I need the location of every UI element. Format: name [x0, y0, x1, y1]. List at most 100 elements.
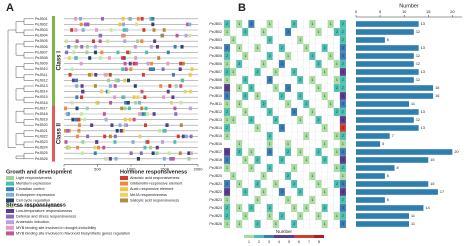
motif [129, 67, 133, 71]
motif [114, 157, 118, 161]
heatmap-cell [291, 147, 298, 157]
motif [181, 61, 185, 66]
cell-value: 1 [305, 206, 307, 210]
motif [105, 157, 109, 161]
bar [356, 37, 385, 43]
cell-value: 1 [232, 38, 234, 42]
motif [166, 50, 170, 55]
bar-value: 13 [421, 70, 425, 74]
heatmap-cell [236, 187, 243, 197]
bar [356, 181, 429, 187]
heatmap-cell [230, 75, 237, 85]
heatmap-cell [321, 59, 328, 69]
gene-label: PeJB19 [35, 118, 48, 122]
heatmap-cell [291, 43, 298, 53]
scale-swatch [284, 235, 294, 238]
heatmap-cell [272, 59, 279, 69]
heatmap-cell [327, 115, 334, 125]
legend-label: Light responsiveness [16, 176, 52, 180]
heatmap-cell [272, 131, 279, 141]
heatmap-cell [266, 99, 273, 109]
motif [188, 22, 192, 27]
motif [113, 95, 117, 99]
heatmap-cell [236, 171, 243, 181]
bar [356, 61, 414, 67]
heatmap-cell [278, 19, 286, 29]
motif [118, 22, 122, 27]
heatmap-cell [254, 75, 261, 85]
heatmap-cell [266, 115, 273, 125]
heatmap-cell [291, 187, 298, 197]
heatmap-cell [321, 19, 328, 29]
gene-label: PeJB01 [209, 22, 222, 26]
cell-value: 2 [299, 78, 301, 82]
cell-value: 1 [263, 62, 265, 66]
heatmap-cell [242, 123, 249, 133]
gene-label: PeJB17 [35, 106, 48, 110]
bar-value: 15 [430, 182, 434, 186]
gene-label: PeJB08 [35, 56, 48, 60]
motif [143, 145, 147, 150]
heatmap-cell [327, 203, 334, 213]
cell-value: 5 [226, 150, 228, 154]
legend-swatch [6, 209, 14, 213]
heatmap-cell [254, 35, 261, 45]
cell-value: 2 [269, 206, 271, 210]
gene-label: PeJB05 [209, 54, 222, 58]
bar [356, 53, 414, 59]
scale-tick: 1 [248, 240, 250, 244]
heatmap-cell [309, 163, 316, 173]
heatmap-cell [230, 59, 237, 69]
legend-label: Endosperm expression [16, 193, 55, 197]
motif [64, 129, 68, 133]
motif [102, 145, 106, 150]
cell-value: 1 [238, 222, 240, 226]
bar-value: 12 [416, 30, 420, 34]
cell-value: 1 [312, 174, 314, 178]
cell-value: 3 [251, 22, 253, 26]
heatmap-cell [297, 27, 304, 37]
class-bar [52, 16, 55, 106]
heatmap-cell [297, 43, 304, 53]
cell-value: 2 [342, 22, 344, 26]
heatmap-cell [242, 83, 249, 93]
cell-value: 2 [263, 102, 265, 106]
heatmap-cell [297, 155, 304, 165]
motif [75, 95, 79, 99]
motif [134, 56, 138, 60]
gene-label: PeJB13 [209, 118, 222, 122]
motif [126, 50, 130, 55]
motif [108, 73, 112, 77]
cell-value: 2 [342, 86, 344, 90]
motif [122, 33, 126, 38]
heatmap-cell [303, 19, 310, 29]
heatmap-cell [272, 171, 279, 181]
heatmap-cell [260, 203, 267, 213]
heatmap-cell [327, 195, 334, 205]
bar [356, 77, 414, 83]
cell-value: 2 [342, 62, 344, 66]
tree-branch [15, 21, 24, 34]
heatmap-cell [321, 99, 328, 109]
heatmap-cell [242, 139, 249, 149]
heatmap-cell [278, 107, 286, 117]
heatmap-cell [242, 195, 249, 205]
heatmap-cell [260, 139, 267, 149]
heatmap-cell [260, 107, 267, 117]
scale-swatch [264, 235, 274, 238]
heatmap-cell [315, 171, 322, 181]
scale-label: Number [276, 229, 293, 234]
motif [93, 151, 97, 155]
motif [186, 22, 190, 27]
heatmap-cell [260, 35, 267, 45]
motif [75, 134, 79, 139]
heatmap-cell [278, 131, 286, 141]
cell-value: 2 [269, 166, 271, 170]
heatmap-cell [284, 211, 292, 221]
motif [113, 84, 117, 88]
heatmap-cell [321, 107, 328, 117]
cell-value: 2 [226, 70, 228, 74]
cell-value: 1 [232, 118, 234, 122]
heatmap-cell [333, 115, 340, 125]
tree-branch [15, 133, 24, 146]
